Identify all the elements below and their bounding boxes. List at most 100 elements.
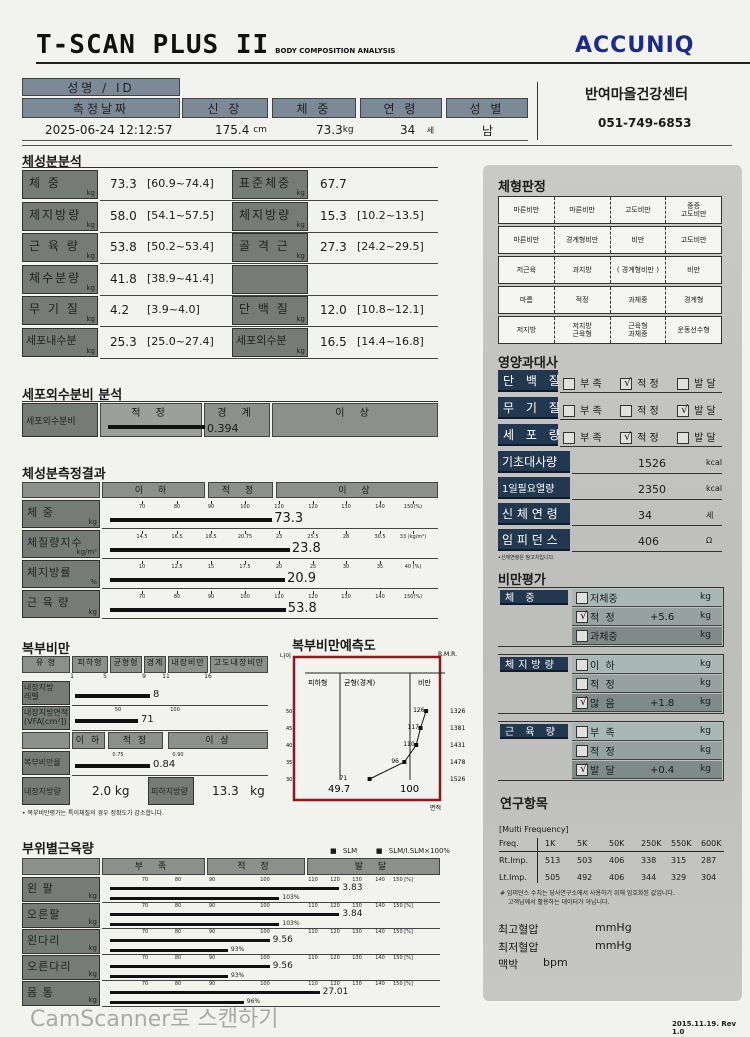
- abdominal-title: 복부비만: [22, 642, 70, 657]
- unit-label: kg: [296, 346, 306, 355]
- prediction-chart: 나이 B.M.R. 면적 피하형 균형(경계) 비만 49.7 100 50 1326 126 45 1…: [280, 651, 465, 812]
- metric-value: 1526: [638, 457, 666, 470]
- slm-ratio-value: 93%: [230, 972, 245, 979]
- group-frame: [498, 587, 724, 647]
- threshold-label: 49.7: [328, 784, 350, 795]
- checkbox[interactable]: [563, 432, 575, 444]
- height-label: 신 장: [182, 98, 268, 118]
- unit-label: kg: [296, 220, 306, 229]
- checkbox[interactable]: √: [677, 403, 689, 417]
- tick-label: 35: [376, 564, 384, 570]
- checkbox[interactable]: [677, 378, 689, 390]
- bodytype-cell: 과체중: [611, 287, 667, 313]
- bodytype-title: 체형판정: [498, 180, 546, 195]
- row-line: [102, 588, 438, 589]
- tick-label: 100: [240, 504, 250, 510]
- checkbox[interactable]: [576, 677, 588, 690]
- nutrition-option[interactable]: 부 족: [563, 429, 602, 444]
- checkbox[interactable]: √: [576, 762, 588, 776]
- ecw-top-line: [22, 401, 438, 402]
- checkbox[interactable]: √: [576, 695, 588, 709]
- segmental-label: 오른팔 kg: [22, 903, 100, 928]
- tick-label: 130: [341, 594, 351, 600]
- nutrition-option[interactable]: 부 족: [563, 375, 602, 390]
- metric-unit: kcal: [706, 458, 723, 467]
- checkbox[interactable]: √: [576, 608, 588, 623]
- composition-label: 세포외수분 kg: [232, 327, 308, 357]
- nutrition-option[interactable]: √ 적 정: [620, 375, 659, 390]
- tick-label: 40 (%): [404, 564, 422, 570]
- bodytype-row: 마른비만 마른비만 고도비만 중증 고도비만: [498, 196, 722, 224]
- row-line: [72, 730, 268, 731]
- checkbox[interactable]: [620, 405, 632, 417]
- tick-label: 90: [208, 929, 216, 935]
- bmr-tick: 1431: [450, 742, 465, 749]
- type-tick: 5: [103, 673, 107, 680]
- sbp-unit: mmHg: [595, 921, 632, 934]
- abdominal-type: 고도내장비만: [210, 656, 268, 673]
- result-header-blank: [22, 482, 100, 498]
- option-value: +5.6: [650, 612, 675, 623]
- bodytype-row: 저지방 저지방 근육형 근육형 과체중 운동선수형: [498, 316, 722, 344]
- tscan-logo: T-SCAN PLUS II BODY COMPOSITION ANALYSIS: [36, 30, 396, 60]
- ecw-value: 0.394: [207, 422, 239, 435]
- tick-label: 90: [208, 955, 216, 961]
- nutrition-title: 영양과대사: [498, 356, 558, 371]
- abdominal-type: 경계: [144, 656, 166, 673]
- checkbox[interactable]: [677, 432, 689, 444]
- tick-label: 100: [260, 955, 270, 961]
- abdominal-type: 유 형: [22, 656, 70, 673]
- visceral-fat-value: 2.0 kg: [92, 784, 130, 798]
- nutrition-option[interactable]: √ 발 달: [677, 402, 716, 417]
- metric-value: 406: [638, 535, 659, 548]
- mf-cell: 5K: [577, 839, 588, 848]
- subcutaneous-label: 피하지방량: [148, 777, 194, 805]
- composition-title: 체성분분석: [22, 155, 82, 170]
- nutrition-option[interactable]: √ 적 정: [620, 429, 659, 444]
- checkbox[interactable]: [563, 378, 575, 390]
- checkbox[interactable]: [576, 629, 588, 642]
- chart-frame: [292, 655, 442, 802]
- checkbox[interactable]: [576, 658, 588, 671]
- tick-label: 70: [141, 903, 149, 909]
- ecw-bar: [108, 425, 205, 429]
- sbp-label: 최고혈압: [498, 923, 539, 936]
- legend-slm: ■ SLM: [330, 847, 358, 855]
- checkbox[interactable]: [563, 405, 575, 417]
- nutrition-option[interactable]: 발 달: [677, 375, 716, 390]
- center-phone: 051-749-6853: [598, 116, 692, 130]
- tick-label: 100: [260, 903, 270, 909]
- bodytype-cell: 근육형 과체중: [611, 317, 667, 343]
- obesity-label: 체지방량: [500, 657, 568, 672]
- abdominal-tick: 50: [114, 707, 122, 713]
- option-value: +1.8: [650, 698, 675, 709]
- nutrition-option[interactable]: 부 족: [563, 402, 602, 417]
- checkbox[interactable]: [576, 591, 588, 604]
- ecw-zone-over: 이 상: [272, 403, 438, 437]
- tick-mark: [279, 531, 280, 534]
- checkbox[interactable]: [576, 744, 588, 757]
- row-line: [572, 551, 722, 552]
- nutrition-option[interactable]: 발 달: [677, 429, 716, 444]
- tick-label: 80: [174, 929, 182, 935]
- check-mark-icon: √: [580, 608, 588, 622]
- checkbox[interactable]: [576, 725, 588, 738]
- checkbox[interactable]: √: [620, 376, 632, 390]
- tick-mark: [142, 561, 143, 564]
- nutrition-option[interactable]: 적 정: [620, 402, 659, 417]
- tick-label: 110: [308, 929, 318, 935]
- group-frame: [498, 721, 724, 781]
- metric-unit: 세: [706, 511, 714, 520]
- abdominal-value: 0.84: [153, 759, 176, 770]
- unit-label: kg: [88, 608, 98, 616]
- obesity-option: √ 적 정 +5.6 kg: [572, 608, 722, 626]
- unit-label: kg: [86, 189, 96, 197]
- tick-label: 70: [141, 877, 149, 883]
- tick-label: 14.5: [136, 534, 148, 540]
- age-tick: 45: [286, 726, 292, 732]
- slm-value: 3.84: [342, 909, 363, 919]
- checkbox[interactable]: √: [620, 430, 632, 444]
- unit-label: kg: [86, 283, 96, 292]
